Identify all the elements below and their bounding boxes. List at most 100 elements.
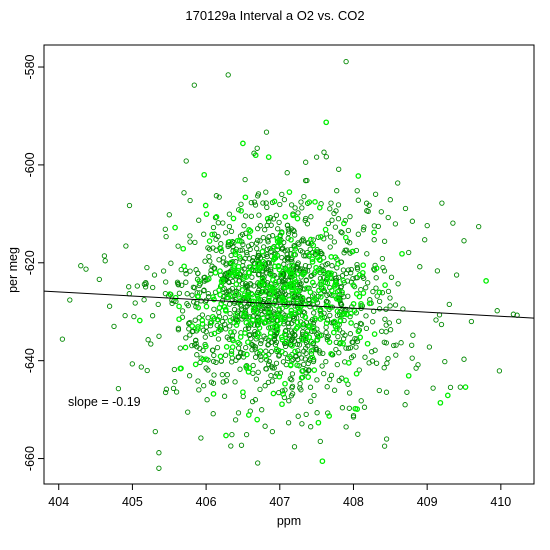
data-point <box>348 354 355 361</box>
data-point <box>141 297 147 303</box>
data-point <box>216 194 222 200</box>
data-point-bright <box>195 324 201 330</box>
data-point <box>327 244 333 250</box>
data-point-bright <box>331 283 338 289</box>
data-point <box>305 240 311 246</box>
data-point <box>336 377 342 384</box>
data-point <box>332 224 339 230</box>
data-point-bright <box>212 269 219 276</box>
data-point-bright <box>286 281 293 288</box>
data-point <box>233 288 240 294</box>
data-point <box>335 333 341 340</box>
data-point-bright <box>228 351 235 357</box>
data-point-bright <box>254 292 261 298</box>
data-point-bright <box>337 318 344 324</box>
data-point-bright <box>290 212 296 219</box>
data-point <box>308 424 314 430</box>
data-point-bright <box>322 226 329 233</box>
data-point <box>222 352 229 358</box>
data-point-bright <box>210 294 216 300</box>
data-point <box>224 334 230 340</box>
data-point <box>323 231 329 237</box>
data-point <box>298 387 304 393</box>
data-point <box>273 212 280 218</box>
x-tick-label: 407 <box>269 495 290 509</box>
data-point-bright <box>236 294 242 300</box>
data-point-bright <box>317 257 323 264</box>
data-point-bright <box>265 308 272 315</box>
data-point-bright <box>330 329 337 336</box>
data-point <box>365 208 371 215</box>
data-point-bright <box>355 328 362 335</box>
data-point-bright <box>209 231 215 238</box>
data-point-bright <box>298 375 305 381</box>
data-point <box>106 303 113 309</box>
y-tick-label: -640 <box>23 348 37 373</box>
data-point <box>223 326 229 332</box>
data-point <box>303 350 309 357</box>
data-point-bright <box>310 242 317 249</box>
data-point-bright <box>308 338 315 345</box>
data-point-bright <box>309 256 316 263</box>
data-point-bright <box>399 250 405 257</box>
data-point-bright <box>260 258 267 265</box>
data-point <box>273 360 280 366</box>
data-point <box>357 320 364 327</box>
data-point <box>175 327 182 333</box>
data-point <box>225 242 231 248</box>
data-point <box>240 351 247 357</box>
data-point-bright <box>223 432 229 439</box>
data-point <box>323 358 329 365</box>
data-point <box>295 260 301 266</box>
data-point <box>367 297 373 303</box>
y-tick-label: -660 <box>23 446 37 471</box>
data-point-bright <box>226 239 233 245</box>
data-point <box>373 275 379 281</box>
data-point-bright <box>326 339 333 345</box>
data-point-bright <box>181 263 187 270</box>
data-point <box>198 435 204 441</box>
x-tick-label: 406 <box>196 495 217 509</box>
data-point <box>334 361 340 368</box>
data-point <box>243 281 249 287</box>
data-point-bright <box>371 331 378 337</box>
data-point <box>249 398 256 405</box>
data-point <box>353 344 359 350</box>
data-point-bright <box>303 331 309 337</box>
data-point <box>261 244 267 250</box>
data-point-bright <box>182 344 189 351</box>
data-point-bright <box>228 329 234 336</box>
data-point <box>303 277 309 284</box>
data-point <box>149 313 156 319</box>
data-point-bright <box>244 351 250 358</box>
data-point-bright <box>195 326 201 332</box>
data-point <box>288 328 295 334</box>
data-point <box>510 311 517 317</box>
data-point <box>299 331 306 338</box>
data-point <box>144 264 150 271</box>
data-point <box>272 298 278 304</box>
data-point-bright <box>278 271 285 278</box>
data-point <box>296 342 303 348</box>
data-point-bright <box>349 248 356 255</box>
data-point-bright <box>316 332 323 339</box>
data-point <box>383 322 389 328</box>
data-point-bright <box>306 322 313 329</box>
data-point <box>131 313 137 320</box>
data-point-bright <box>437 399 444 406</box>
data-point <box>201 287 207 293</box>
data-point <box>354 264 360 271</box>
data-point <box>183 158 189 164</box>
data-point-bright <box>354 406 361 412</box>
data-point <box>122 312 128 319</box>
data-point <box>298 199 304 205</box>
data-point <box>263 366 269 372</box>
data-point <box>413 365 419 371</box>
data-point-bright <box>311 367 318 373</box>
data-point-bright <box>315 419 322 426</box>
data-point <box>396 318 402 324</box>
data-point <box>259 407 265 413</box>
data-point <box>208 331 214 337</box>
data-point <box>307 246 313 252</box>
data-point-bright <box>279 297 285 303</box>
